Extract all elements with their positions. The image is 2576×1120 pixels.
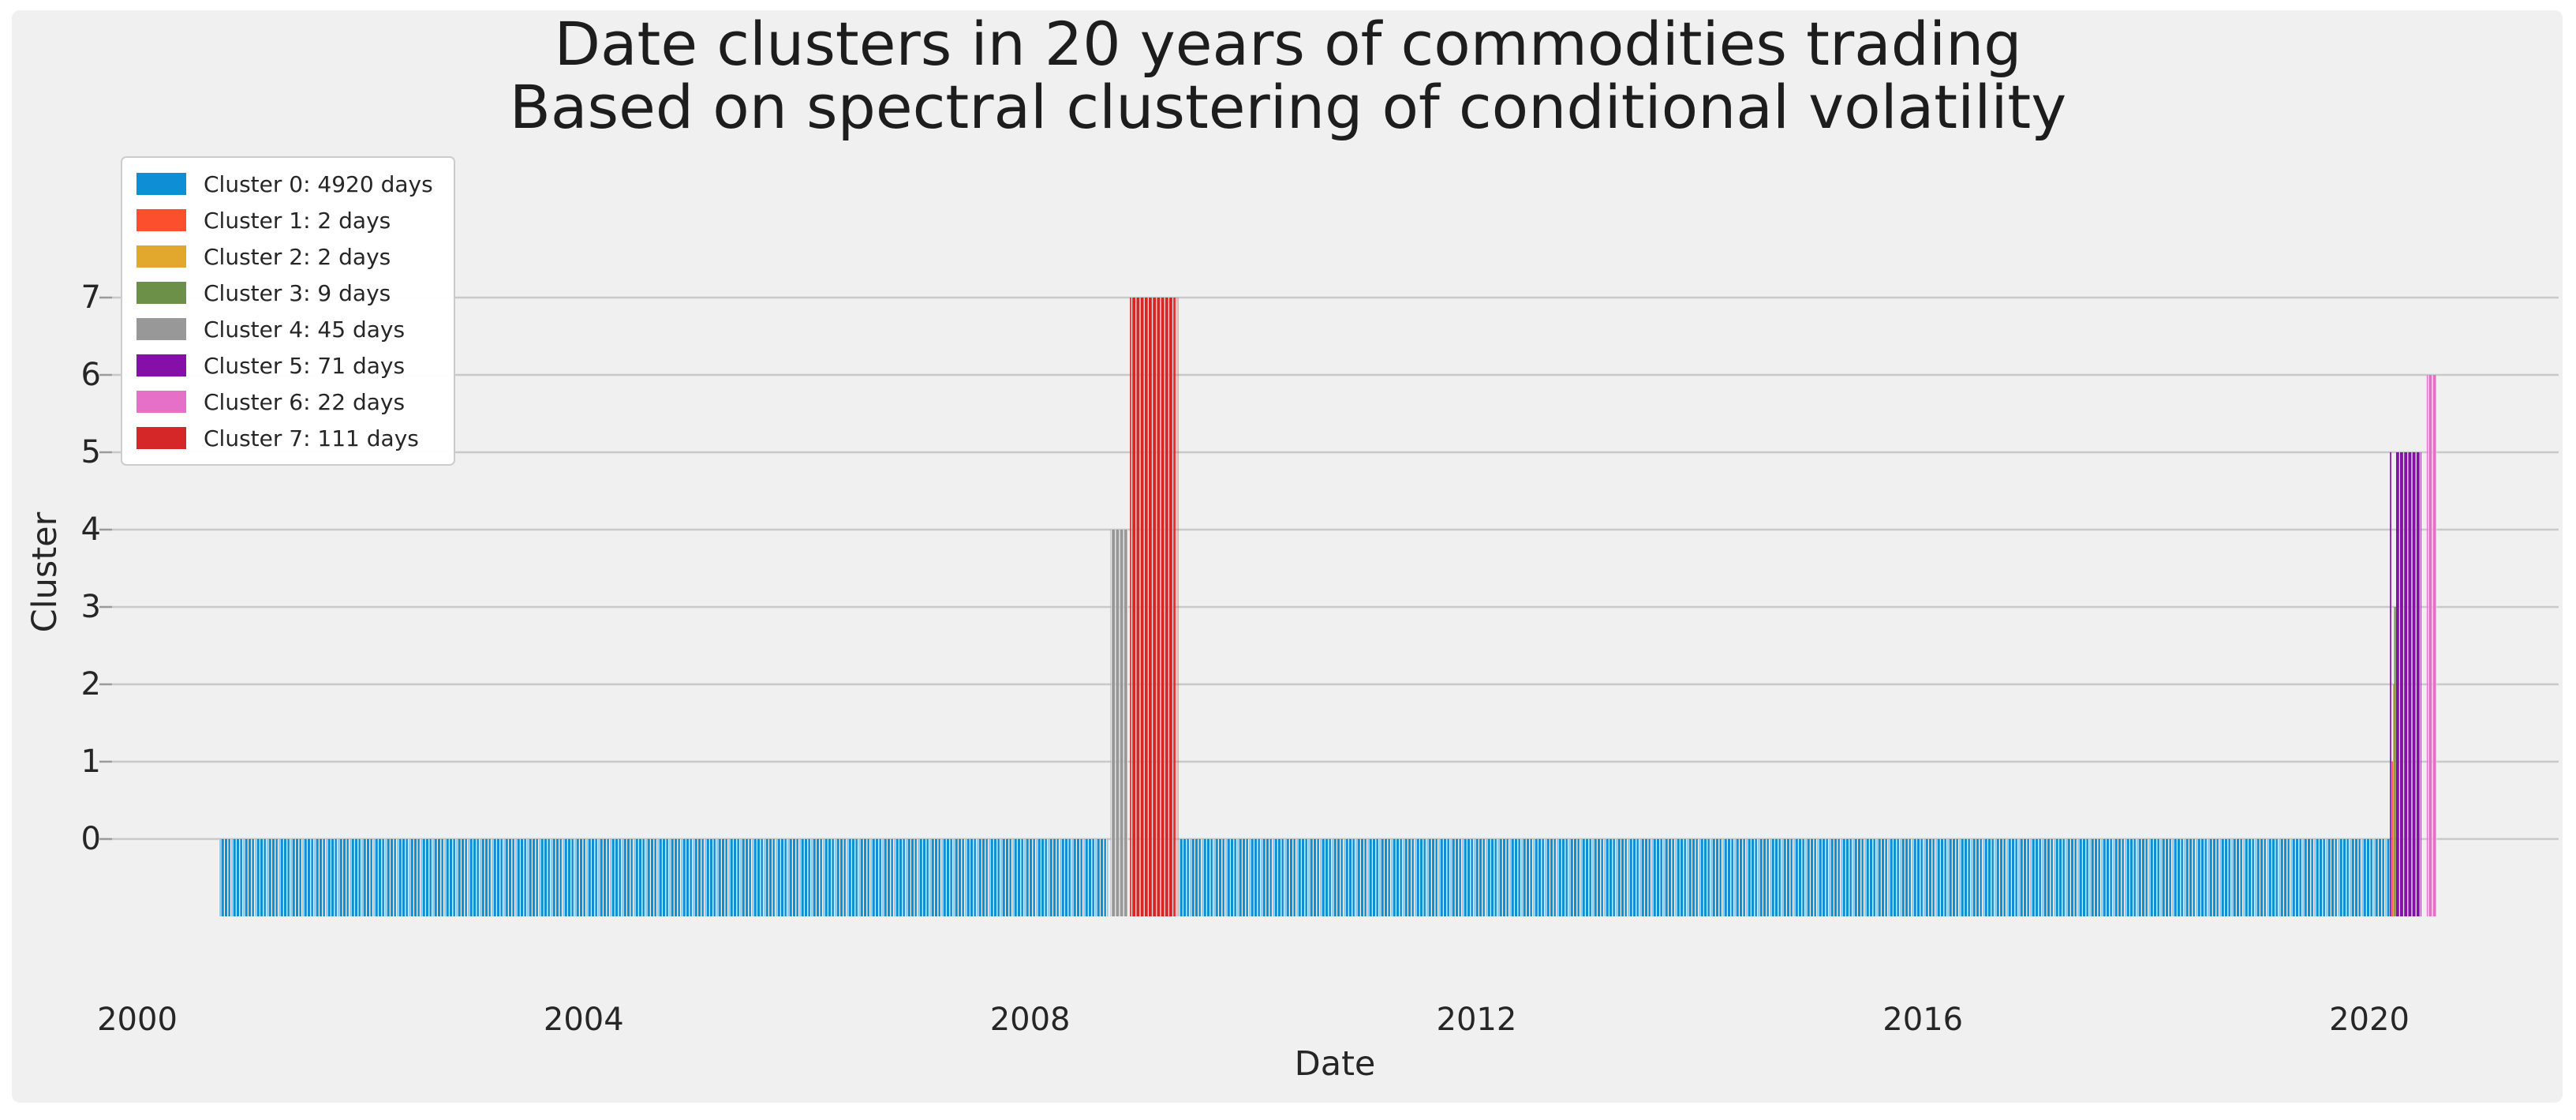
legend-label: Cluster 1: 2 days (204, 207, 391, 234)
legend-item: Cluster 7: 111 days (136, 420, 433, 456)
legend-label: Cluster 6: 22 days (204, 388, 406, 415)
x-axis-title: Date (1294, 1044, 1376, 1084)
legend-label: Cluster 5: 71 days (204, 352, 406, 379)
y-axis-title: Cluster (25, 511, 65, 633)
legend-label: Cluster 2: 2 days (204, 243, 391, 270)
legend-item: Cluster 1: 2 days (136, 202, 433, 238)
chart-title: Date clusters in 20 years of commodities… (0, 13, 2576, 139)
legend-item: Cluster 0: 4920 days (136, 166, 433, 202)
legend-swatch-cluster-5 (136, 354, 186, 376)
legend-item: Cluster 3: 9 days (136, 275, 433, 311)
legend-item: Cluster 2: 2 days (136, 238, 433, 275)
legend-label: Cluster 3: 9 days (204, 279, 391, 306)
chart-title-line2: Based on spectral clustering of conditio… (509, 72, 2067, 142)
legend-label: Cluster 4: 45 days (204, 316, 406, 343)
legend-item: Cluster 4: 45 days (136, 311, 433, 347)
legend-label: Cluster 0: 4920 days (204, 170, 433, 197)
legend-label: Cluster 7: 111 days (204, 425, 419, 451)
legend-swatch-cluster-7 (136, 427, 186, 449)
chart-title-line1: Date clusters in 20 years of commodities… (554, 9, 2022, 79)
legend-swatch-cluster-1 (136, 209, 186, 231)
legend-swatch-cluster-0 (136, 173, 186, 195)
legend-item: Cluster 5: 71 days (136, 347, 433, 384)
legend-swatch-cluster-4 (136, 318, 186, 340)
legend-item: Cluster 6: 22 days (136, 384, 433, 420)
legend-swatch-cluster-3 (136, 282, 186, 304)
legend-swatch-cluster-6 (136, 391, 186, 413)
legend: Cluster 0: 4920 days Cluster 1: 2 days C… (121, 156, 455, 466)
legend-swatch-cluster-2 (136, 245, 186, 268)
